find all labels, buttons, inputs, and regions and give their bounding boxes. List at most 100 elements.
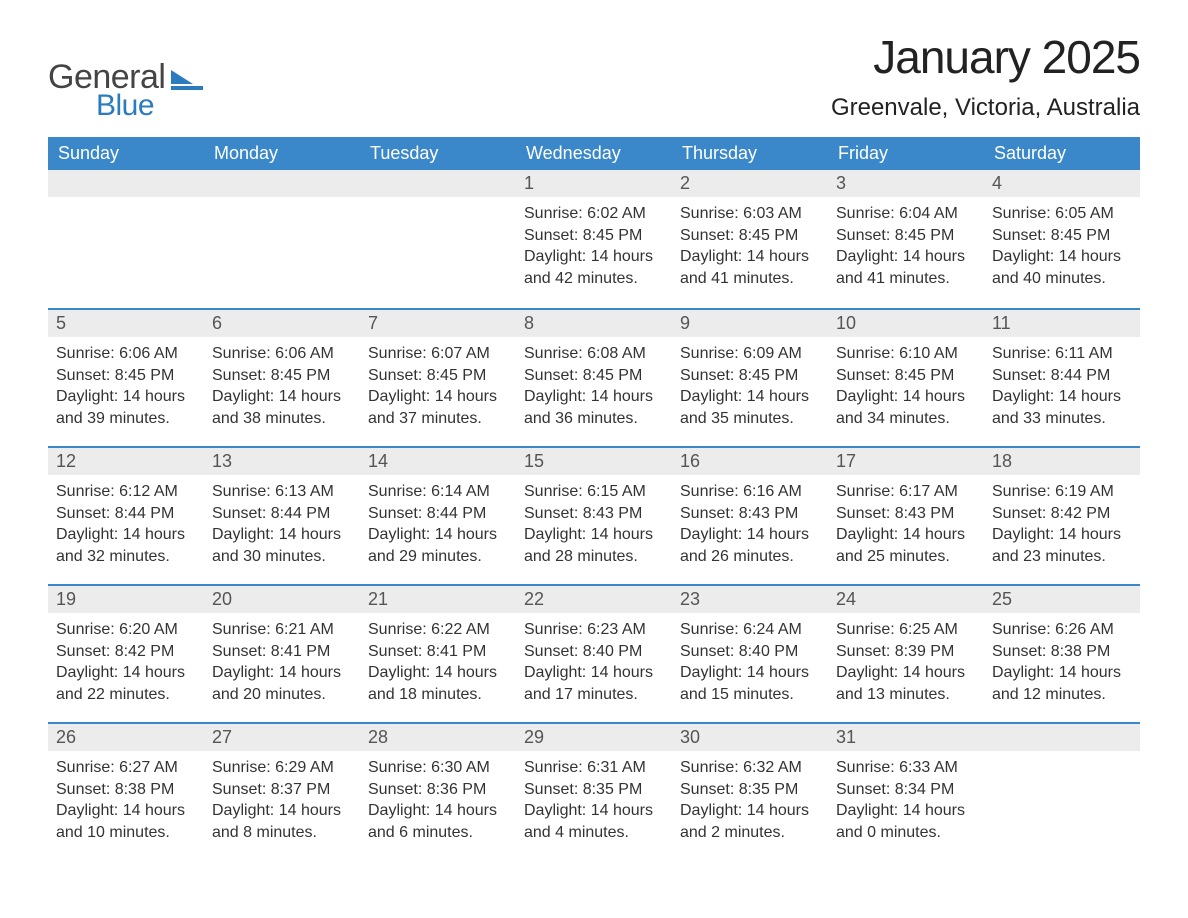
- daylight-text-line2: and 10 minutes.: [56, 822, 196, 844]
- daylight-text-line2: and 29 minutes.: [368, 546, 508, 568]
- daylight-text-line2: and 28 minutes.: [524, 546, 664, 568]
- day-number: 31: [828, 722, 984, 751]
- calendar-cell: 11Sunrise: 6:11 AMSunset: 8:44 PMDayligh…: [984, 308, 1140, 446]
- sunrise-text: Sunrise: 6:19 AM: [992, 481, 1132, 503]
- calendar-cell: 16Sunrise: 6:16 AMSunset: 8:43 PMDayligh…: [672, 446, 828, 584]
- sunrise-text: Sunrise: 6:23 AM: [524, 619, 664, 641]
- calendar-row: 12Sunrise: 6:12 AMSunset: 8:44 PMDayligh…: [48, 446, 1140, 584]
- sunset-text: Sunset: 8:38 PM: [992, 641, 1132, 663]
- day-content: Sunrise: 6:09 AMSunset: 8:45 PMDaylight:…: [672, 337, 828, 433]
- logo-text-blue: Blue: [96, 89, 165, 123]
- day-content: Sunrise: 6:03 AMSunset: 8:45 PMDaylight:…: [672, 197, 828, 293]
- sunrise-text: Sunrise: 6:08 AM: [524, 343, 664, 365]
- daylight-text-line2: and 15 minutes.: [680, 684, 820, 706]
- sunset-text: Sunset: 8:41 PM: [368, 641, 508, 663]
- daylight-text-line2: and 35 minutes.: [680, 408, 820, 430]
- sunrise-text: Sunrise: 6:11 AM: [992, 343, 1132, 365]
- sunrise-text: Sunrise: 6:32 AM: [680, 757, 820, 779]
- day-number: 15: [516, 446, 672, 475]
- daylight-text-line1: Daylight: 14 hours: [56, 386, 196, 408]
- daylight-text-line2: and 41 minutes.: [680, 268, 820, 290]
- day-content: Sunrise: 6:04 AMSunset: 8:45 PMDaylight:…: [828, 197, 984, 293]
- daylight-text-line2: and 37 minutes.: [368, 408, 508, 430]
- daylight-text-line1: Daylight: 14 hours: [680, 662, 820, 684]
- sunrise-text: Sunrise: 6:22 AM: [368, 619, 508, 641]
- day-content: Sunrise: 6:25 AMSunset: 8:39 PMDaylight:…: [828, 613, 984, 709]
- sunset-text: Sunset: 8:42 PM: [992, 503, 1132, 525]
- daylight-text-line1: Daylight: 14 hours: [524, 662, 664, 684]
- daylight-text-line2: and 26 minutes.: [680, 546, 820, 568]
- logo-flag-icon: [171, 68, 203, 90]
- sunset-text: Sunset: 8:42 PM: [56, 641, 196, 663]
- daylight-text-line1: Daylight: 14 hours: [56, 800, 196, 822]
- daylight-text-line1: Daylight: 14 hours: [992, 246, 1132, 268]
- calendar-cell: 2Sunrise: 6:03 AMSunset: 8:45 PMDaylight…: [672, 170, 828, 308]
- sunset-text: Sunset: 8:43 PM: [836, 503, 976, 525]
- day-content: Sunrise: 6:26 AMSunset: 8:38 PMDaylight:…: [984, 613, 1140, 709]
- daylight-text-line1: Daylight: 14 hours: [368, 662, 508, 684]
- daylight-text-line1: Daylight: 14 hours: [212, 662, 352, 684]
- day-number: 27: [204, 722, 360, 751]
- sunrise-text: Sunrise: 6:06 AM: [56, 343, 196, 365]
- daylight-text-line1: Daylight: 14 hours: [56, 524, 196, 546]
- daylight-text-line1: Daylight: 14 hours: [524, 524, 664, 546]
- calendar-cell: 31Sunrise: 6:33 AMSunset: 8:34 PMDayligh…: [828, 722, 984, 860]
- sunrise-text: Sunrise: 6:21 AM: [212, 619, 352, 641]
- sunrise-text: Sunrise: 6:27 AM: [56, 757, 196, 779]
- day-content: Sunrise: 6:17 AMSunset: 8:43 PMDaylight:…: [828, 475, 984, 571]
- daylight-text-line1: Daylight: 14 hours: [212, 524, 352, 546]
- calendar-cell: 3Sunrise: 6:04 AMSunset: 8:45 PMDaylight…: [828, 170, 984, 308]
- sunrise-text: Sunrise: 6:26 AM: [992, 619, 1132, 641]
- sunrise-text: Sunrise: 6:17 AM: [836, 481, 976, 503]
- calendar-cell: [984, 722, 1140, 860]
- daylight-text-line1: Daylight: 14 hours: [524, 800, 664, 822]
- sunset-text: Sunset: 8:44 PM: [992, 365, 1132, 387]
- daylight-text-line1: Daylight: 14 hours: [680, 386, 820, 408]
- daylight-text-line2: and 39 minutes.: [56, 408, 196, 430]
- sunrise-text: Sunrise: 6:06 AM: [212, 343, 352, 365]
- sunset-text: Sunset: 8:36 PM: [368, 779, 508, 801]
- calendar-cell: 1Sunrise: 6:02 AMSunset: 8:45 PMDaylight…: [516, 170, 672, 308]
- day-number: 28: [360, 722, 516, 751]
- sunset-text: Sunset: 8:45 PM: [992, 225, 1132, 247]
- calendar-cell: 30Sunrise: 6:32 AMSunset: 8:35 PMDayligh…: [672, 722, 828, 860]
- day-number: 7: [360, 308, 516, 337]
- calendar-cell: 10Sunrise: 6:10 AMSunset: 8:45 PMDayligh…: [828, 308, 984, 446]
- sunset-text: Sunset: 8:35 PM: [680, 779, 820, 801]
- day-number: 5: [48, 308, 204, 337]
- calendar-cell: 27Sunrise: 6:29 AMSunset: 8:37 PMDayligh…: [204, 722, 360, 860]
- sunrise-text: Sunrise: 6:24 AM: [680, 619, 820, 641]
- daylight-text-line1: Daylight: 14 hours: [524, 386, 664, 408]
- daylight-text-line2: and 40 minutes.: [992, 268, 1132, 290]
- day-content: Sunrise: 6:32 AMSunset: 8:35 PMDaylight:…: [672, 751, 828, 847]
- sunset-text: Sunset: 8:45 PM: [368, 365, 508, 387]
- daylight-text-line1: Daylight: 14 hours: [836, 662, 976, 684]
- daylight-text-line2: and 33 minutes.: [992, 408, 1132, 430]
- sunset-text: Sunset: 8:45 PM: [212, 365, 352, 387]
- calendar-cell: 12Sunrise: 6:12 AMSunset: 8:44 PMDayligh…: [48, 446, 204, 584]
- daylight-text-line1: Daylight: 14 hours: [368, 524, 508, 546]
- daylight-text-line2: and 8 minutes.: [212, 822, 352, 844]
- daylight-text-line2: and 4 minutes.: [524, 822, 664, 844]
- day-content: Sunrise: 6:15 AMSunset: 8:43 PMDaylight:…: [516, 475, 672, 571]
- sunrise-text: Sunrise: 6:20 AM: [56, 619, 196, 641]
- sunrise-text: Sunrise: 6:03 AM: [680, 203, 820, 225]
- calendar-cell: 17Sunrise: 6:17 AMSunset: 8:43 PMDayligh…: [828, 446, 984, 584]
- day-content: Sunrise: 6:06 AMSunset: 8:45 PMDaylight:…: [48, 337, 204, 433]
- calendar-cell: 21Sunrise: 6:22 AMSunset: 8:41 PMDayligh…: [360, 584, 516, 722]
- day-number: 14: [360, 446, 516, 475]
- day-number: 19: [48, 584, 204, 613]
- weekday-header: Saturday: [984, 137, 1140, 170]
- day-content: Sunrise: 6:24 AMSunset: 8:40 PMDaylight:…: [672, 613, 828, 709]
- sunset-text: Sunset: 8:43 PM: [524, 503, 664, 525]
- daylight-text-line2: and 2 minutes.: [680, 822, 820, 844]
- day-number: 30: [672, 722, 828, 751]
- sunset-text: Sunset: 8:45 PM: [524, 225, 664, 247]
- calendar-cell: [204, 170, 360, 308]
- sunrise-text: Sunrise: 6:29 AM: [212, 757, 352, 779]
- weekday-header: Friday: [828, 137, 984, 170]
- daylight-text-line1: Daylight: 14 hours: [836, 800, 976, 822]
- daylight-text-line1: Daylight: 14 hours: [836, 386, 976, 408]
- calendar-row: 1Sunrise: 6:02 AMSunset: 8:45 PMDaylight…: [48, 170, 1140, 308]
- sunrise-text: Sunrise: 6:31 AM: [524, 757, 664, 779]
